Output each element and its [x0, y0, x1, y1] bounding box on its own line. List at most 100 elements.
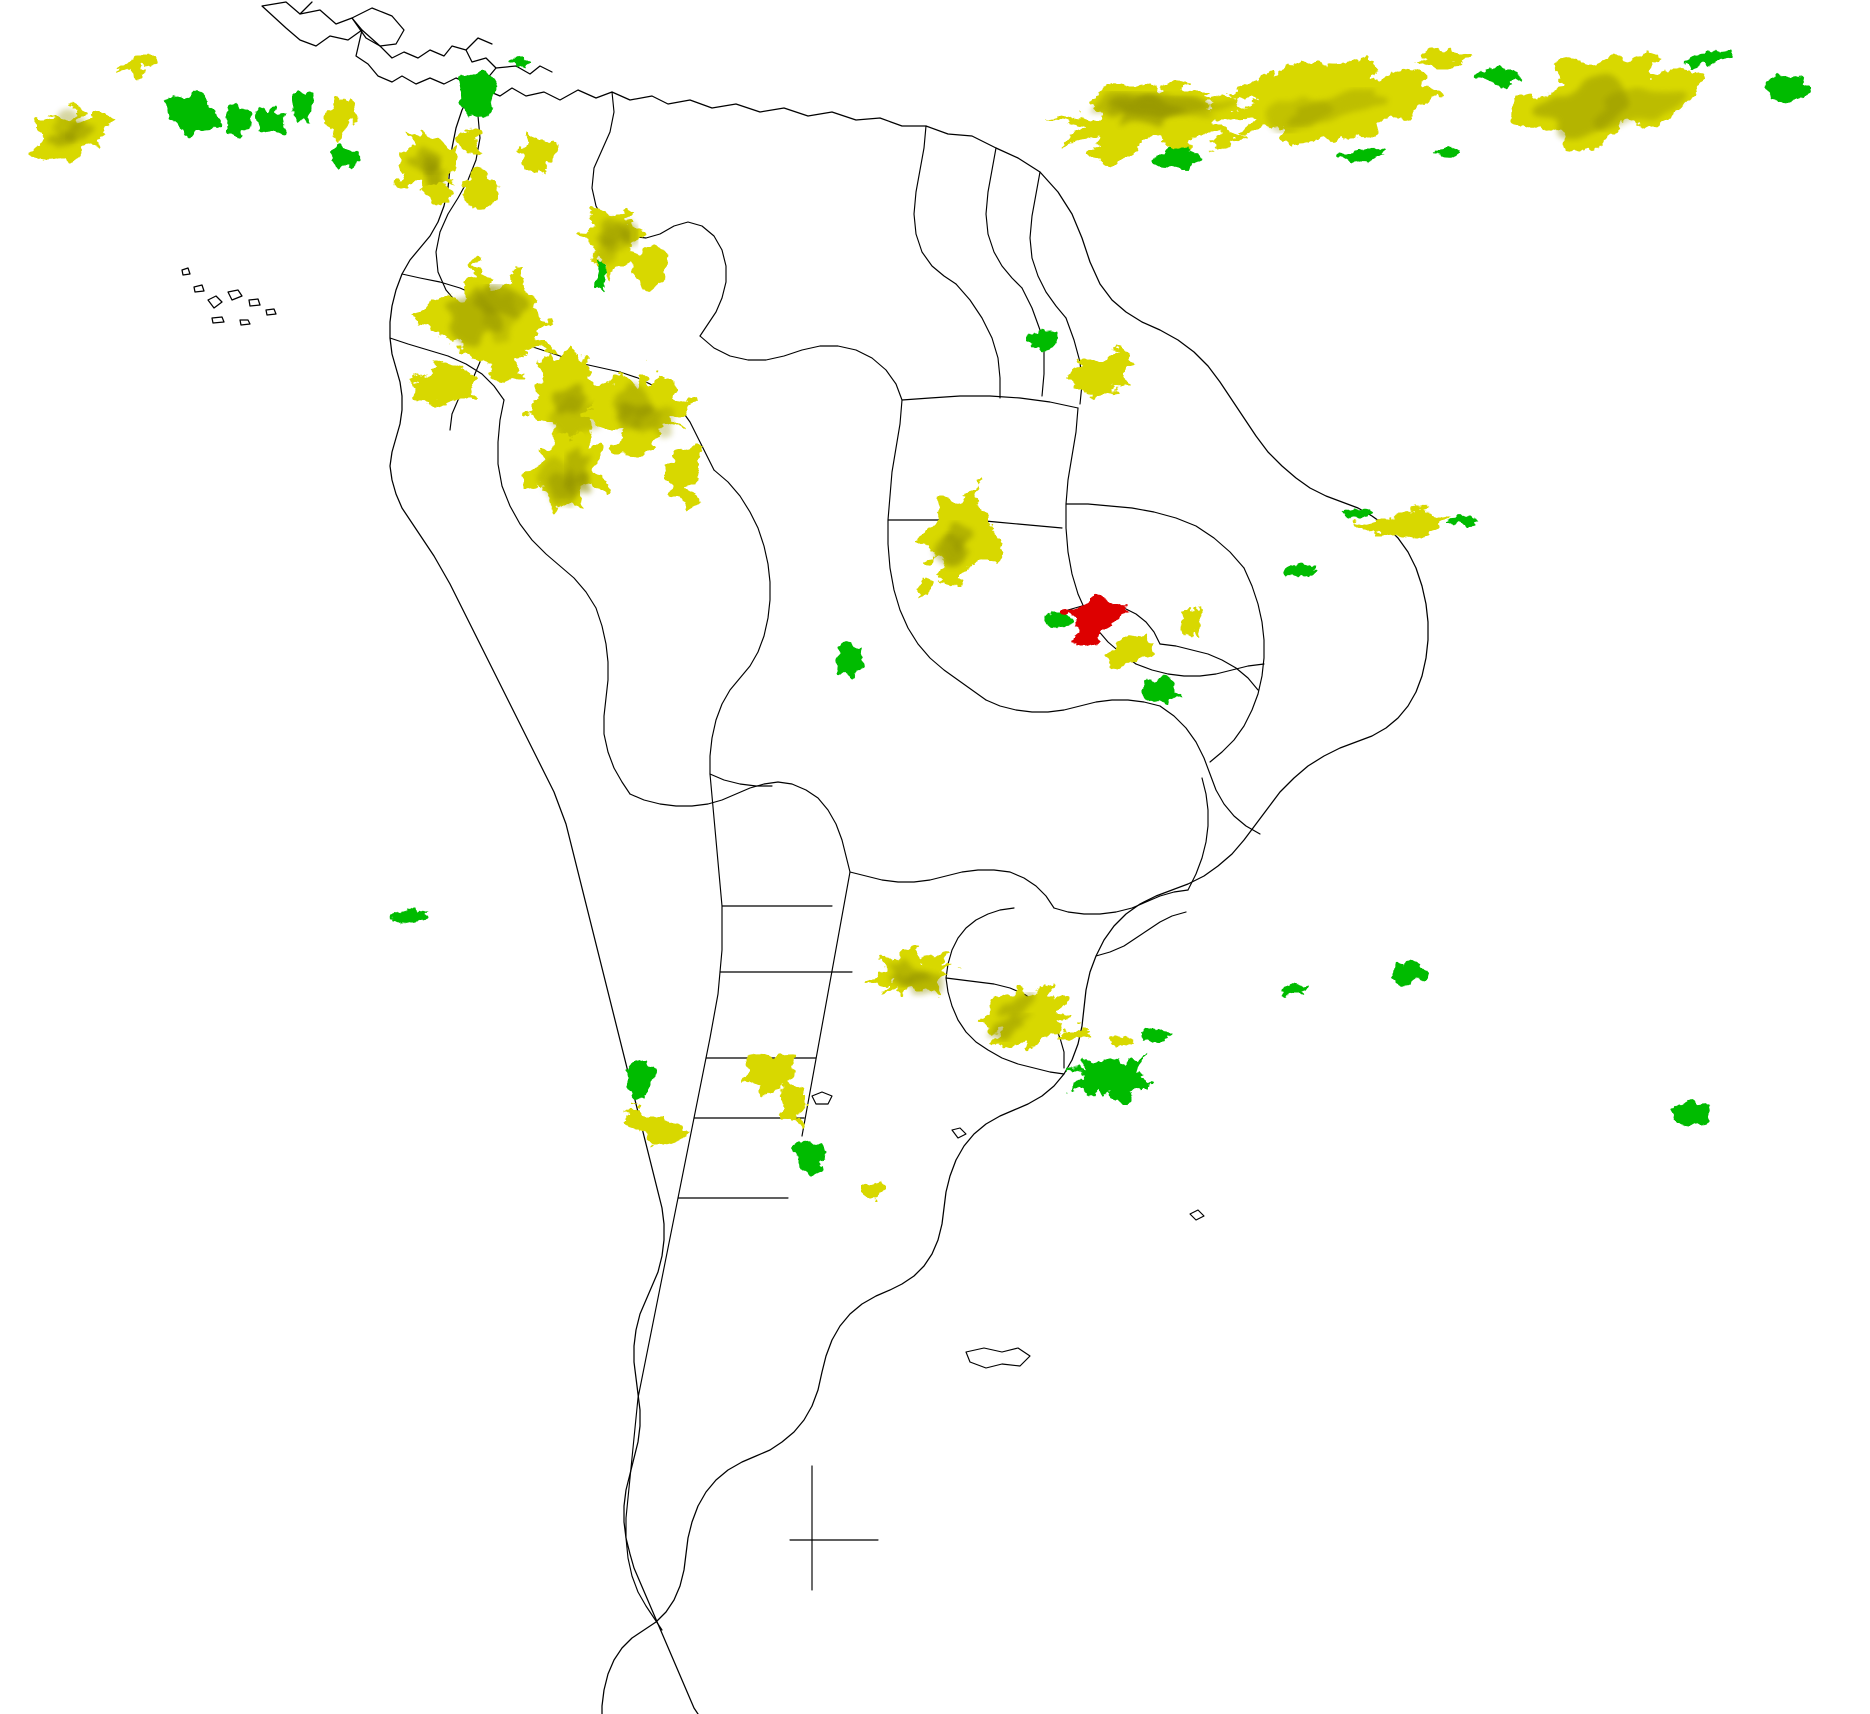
convection-blob-yellow	[516, 133, 556, 175]
blob-fill	[596, 259, 607, 293]
blob-fill	[626, 244, 670, 291]
blob-fill	[1356, 512, 1456, 541]
blob-fill	[626, 1108, 688, 1143]
convection-blob-green	[254, 105, 287, 136]
blob-fill	[458, 70, 497, 119]
blob-fill	[835, 641, 865, 679]
blob-fill	[1104, 635, 1155, 668]
blob-shade-core	[544, 394, 602, 449]
convection-blob-green	[1340, 508, 1372, 519]
convection-blob-green	[793, 1139, 826, 1177]
convection-blob-green	[1026, 330, 1058, 353]
convection-blob-green	[1390, 959, 1427, 987]
blob-fill	[291, 91, 315, 124]
convection-blob-green	[1153, 146, 1202, 171]
blob-fill	[410, 359, 477, 414]
blob-fill	[254, 105, 287, 136]
blob-shade-core	[906, 966, 941, 995]
blob-shade-core	[614, 216, 635, 247]
convection-blob-yellow	[1184, 603, 1203, 640]
blob-shade-core	[990, 1016, 1037, 1038]
blob-shade-core	[1292, 92, 1390, 122]
blob-fill	[1433, 146, 1463, 158]
blob-fill	[1340, 508, 1372, 519]
convection-blob-green	[596, 259, 607, 293]
blob-fill	[1447, 515, 1479, 527]
blob-fill	[911, 572, 932, 598]
convection-blob-green	[1141, 1029, 1172, 1043]
convection-blob-green	[509, 56, 531, 68]
blob-fill	[793, 1139, 826, 1177]
blob-shade-core	[1595, 91, 1681, 126]
convection-blob-green	[625, 1059, 656, 1100]
blob-fill	[1763, 73, 1812, 104]
convection-blob-yellow	[1356, 512, 1456, 541]
convection-blob-yellow	[739, 1053, 796, 1097]
convection-blob-green	[1689, 1108, 1706, 1124]
convection-blob-yellow	[33, 106, 118, 161]
blob-fill	[1689, 1108, 1706, 1124]
blob-fill	[739, 1053, 796, 1097]
blob-shade-core	[422, 151, 443, 168]
convection-blob-yellow	[1409, 45, 1468, 65]
convection-blob-green	[330, 145, 362, 169]
blob-fill	[1337, 147, 1388, 162]
blob-shade-core	[443, 293, 503, 348]
convection-blob-red	[1068, 592, 1125, 643]
blob-shade-core	[892, 956, 929, 982]
blob-fill	[1066, 1055, 1153, 1104]
convection-blob-green	[1447, 515, 1479, 527]
convection-blob-green	[458, 70, 497, 119]
convection-blob-green	[391, 908, 429, 924]
convection-blob-green	[1337, 147, 1388, 162]
convection-blob-yellow	[1054, 1027, 1091, 1045]
blob-fill	[1285, 563, 1316, 577]
convection-blob-green	[1684, 48, 1733, 69]
convection-blob-yellow	[429, 182, 455, 206]
blob-fill	[1472, 64, 1523, 88]
convection-blob-yellow	[981, 982, 1072, 1051]
convection-blob-green	[165, 91, 221, 139]
convection-blob-yellow	[1046, 80, 1265, 165]
blob-shade-core	[70, 125, 94, 141]
convection-blob-yellow	[1071, 351, 1138, 399]
convection-blob-yellow	[865, 1181, 882, 1198]
blob-fill	[865, 1181, 882, 1198]
blob-fill	[1409, 45, 1468, 65]
convection-blob-yellow	[591, 366, 697, 460]
blob-fill	[1026, 330, 1058, 353]
convection-blob-yellow	[419, 260, 557, 385]
blob-fill	[662, 443, 701, 509]
convection-blob-layer	[33, 45, 1812, 1198]
blob-fill	[1153, 146, 1202, 171]
blob-fill	[391, 908, 429, 924]
blob-fill	[1279, 982, 1308, 997]
convection-blob-yellow	[1509, 51, 1706, 146]
convection-blob-yellow	[410, 359, 477, 414]
blob-fill	[463, 167, 499, 210]
convection-blob-green	[1285, 563, 1316, 577]
convection-blob-yellow	[395, 129, 457, 197]
convection-blob-green	[1066, 1055, 1153, 1104]
convection-blob-green	[227, 103, 251, 138]
blob-fill	[323, 93, 357, 142]
convection-blob-yellow	[456, 127, 481, 157]
convection-blob-yellow	[1104, 635, 1155, 668]
blob-shade-core	[946, 526, 974, 554]
blob-fill	[1044, 611, 1076, 628]
convection-blob-yellow	[118, 54, 159, 76]
blob-fill	[165, 91, 221, 139]
convection-blob-yellow	[911, 572, 932, 598]
blob-shade-core	[52, 111, 89, 142]
coastline-layer	[181, 1, 1429, 1714]
convection-blob-green	[1279, 982, 1308, 997]
convection-blob-green	[1472, 64, 1523, 88]
blob-fill	[1054, 1027, 1091, 1045]
convection-blob-green	[1044, 611, 1076, 628]
convection-blob-yellow	[928, 488, 1004, 589]
convection-blob-yellow	[521, 431, 612, 513]
blob-fill	[330, 145, 362, 169]
blob-fill	[516, 133, 556, 175]
convection-blob-yellow	[626, 1108, 688, 1143]
blob-fill	[1684, 48, 1733, 69]
